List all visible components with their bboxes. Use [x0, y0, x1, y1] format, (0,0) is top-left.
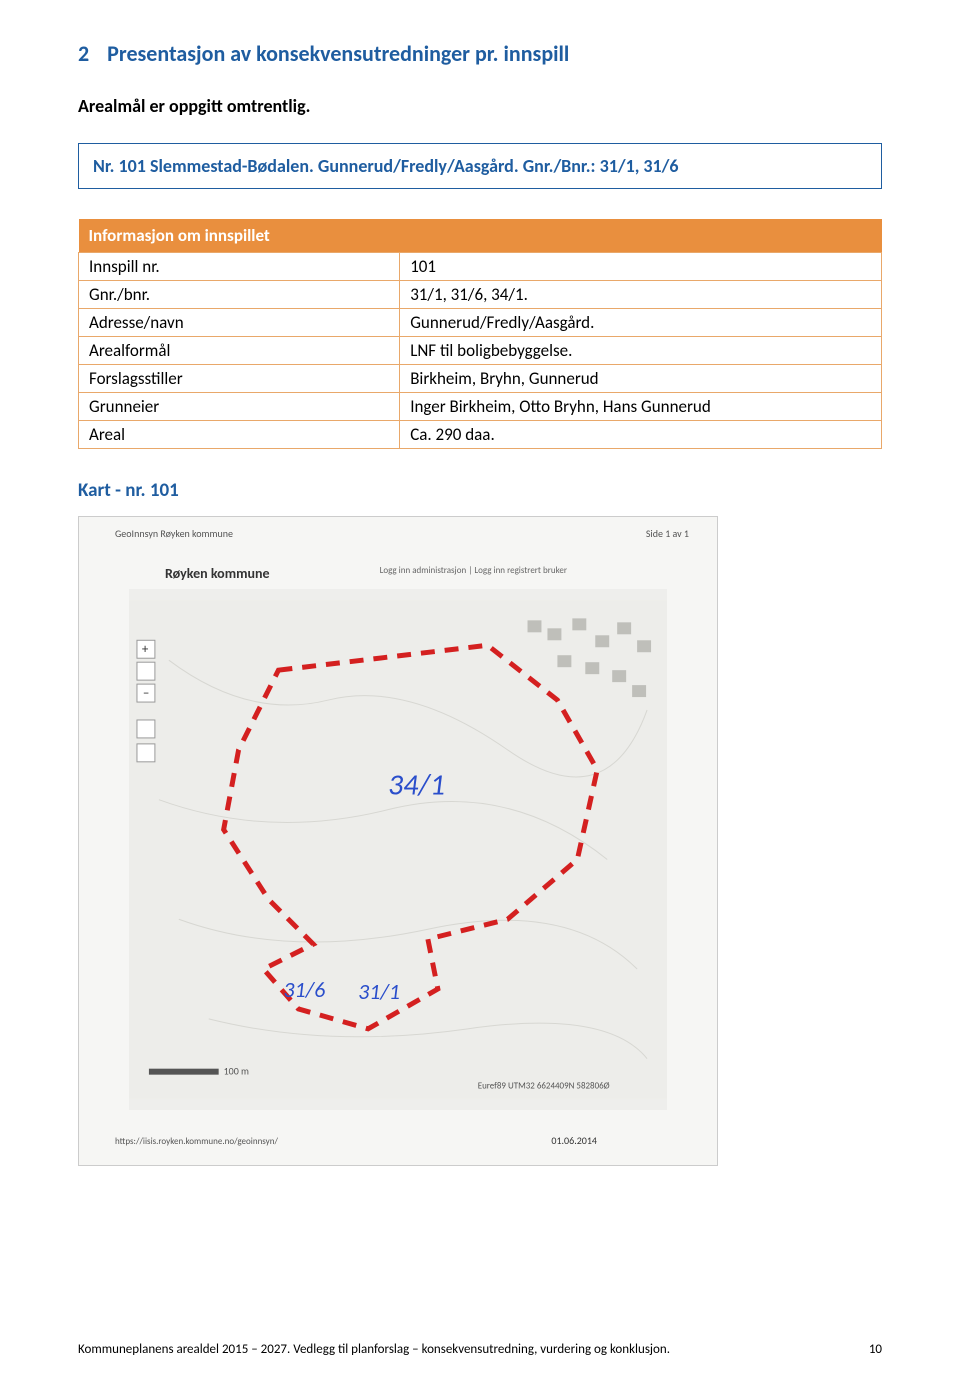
- map-subhead: Logg inn administrasjon | Logg inn regis…: [380, 565, 567, 576]
- footer-text: Kommuneplanens arealdel 2015 – 2027. Ved…: [78, 1342, 670, 1357]
- section-number: 2: [78, 40, 89, 67]
- areal-note: Arealmål er oppgitt omtrentlig.: [78, 95, 882, 117]
- table-row: ForslagsstillerBirkheim, Bryhn, Gunnerud: [79, 365, 882, 393]
- svg-text:100 m: 100 m: [224, 1066, 249, 1078]
- kart-heading: Kart - nr. 101: [78, 479, 882, 502]
- footer-page: 10: [869, 1342, 882, 1357]
- section-title: Presentasjon av konsekvensutredninger pr…: [107, 40, 569, 67]
- map-top-left: GeoInnsyn Røyken kommune: [115, 527, 233, 540]
- map-header: GeoInnsyn Røyken kommune Side 1 av 1: [79, 527, 717, 540]
- info-table-header: Informasjon om innspillet: [79, 219, 882, 253]
- section-heading: 2 Presentasjon av konsekvensutredninger p…: [78, 40, 882, 67]
- svg-text:+: +: [142, 643, 149, 658]
- title-box: Nr. 101 Slemmestad-Bødalen. Gunnerud/Fre…: [78, 143, 882, 189]
- table-row: GrunneierInger Birkheim, Otto Bryhn, Han…: [79, 393, 882, 421]
- parcel-label-c: 31/1: [358, 978, 400, 1005]
- table-row: ArealformålLNF til boligbebyggelse.: [79, 337, 882, 365]
- table-row: Gnr./bnr.31/1, 31/6, 34/1.: [79, 281, 882, 309]
- info-table: Informasjon om innspillet Innspill nr.10…: [78, 219, 882, 449]
- map-footer-url: https://iisis.royken.kommune.no/geoinnsy…: [115, 1136, 278, 1147]
- map-top-right: Side 1 av 1: [646, 527, 689, 540]
- svg-text:–: –: [143, 686, 149, 701]
- map-svg: 34/1 31/6 31/1 100 m Euref89 UTM32 66244…: [129, 589, 667, 1110]
- map-image: GeoInnsyn Røyken kommune Side 1 av 1 Røy…: [78, 516, 718, 1166]
- table-row: ArealCa. 290 daa.: [79, 421, 882, 449]
- page-footer: Kommuneplanens arealdel 2015 – 2027. Ved…: [78, 1342, 882, 1357]
- title-box-text: Nr. 101 Slemmestad-Bødalen. Gunnerud/Fre…: [93, 154, 867, 178]
- parcel-label-a: 34/1: [388, 768, 445, 804]
- info-table-body: Innspill nr.101 Gnr./bnr.31/1, 31/6, 34/…: [79, 253, 882, 449]
- map-coords: Euref89 UTM32 6624409N 582806Ø: [478, 1081, 610, 1092]
- table-row: Innspill nr.101: [79, 253, 882, 281]
- table-row: Adresse/navnGunnerud/Fredly/Aasgård.: [79, 309, 882, 337]
- map-footer-date: 01.06.2014: [551, 1134, 597, 1147]
- parcel-label-b: 31/6: [283, 976, 325, 1003]
- map-body: 34/1 31/6 31/1 100 m Euref89 UTM32 66244…: [129, 589, 667, 1110]
- map-title: Røyken kommune: [165, 565, 270, 582]
